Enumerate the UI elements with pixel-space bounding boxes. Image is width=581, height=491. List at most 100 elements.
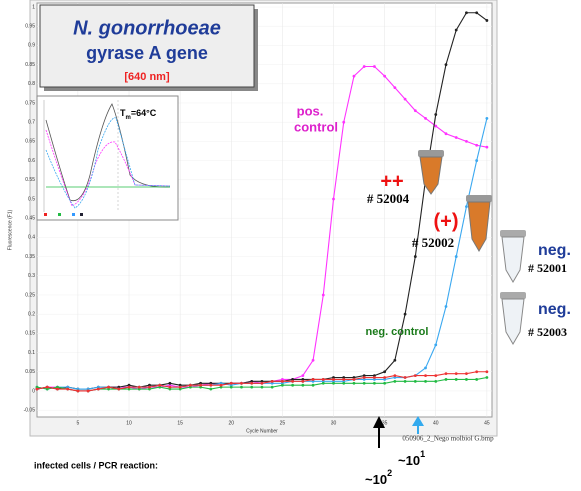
data-point	[332, 378, 335, 381]
data-point	[342, 382, 345, 385]
y-tick-label: 0.7	[28, 120, 35, 126]
data-point	[332, 382, 335, 385]
data-point	[189, 384, 192, 387]
data-point	[271, 380, 274, 383]
x-tick-label: 15	[177, 420, 183, 426]
data-point	[46, 386, 49, 389]
data-point	[455, 378, 458, 381]
data-point	[393, 359, 396, 362]
data-point	[445, 63, 448, 66]
data-point	[455, 29, 458, 32]
tube-cap	[500, 292, 526, 299]
sample-result: neg.	[538, 301, 571, 318]
data-point	[465, 378, 468, 381]
x-tick-label: 45	[484, 420, 490, 426]
x-tick-label: 30	[331, 420, 337, 426]
y-tick-label: 0.65	[25, 139, 35, 145]
data-point	[271, 386, 274, 389]
data-point	[424, 117, 427, 120]
data-point	[475, 370, 478, 373]
x-tick-label: 25	[280, 420, 286, 426]
data-point	[301, 374, 304, 377]
x-tick-label: 10	[126, 420, 132, 426]
x-tick-label: 40	[433, 420, 439, 426]
y-tick-label: 0.75	[25, 100, 35, 106]
y-tick-label: 0.05	[25, 369, 35, 375]
sample-id: # 52001	[528, 261, 567, 275]
data-point	[87, 390, 90, 393]
data-point	[393, 86, 396, 89]
data-point	[434, 113, 437, 116]
inset-marker	[44, 213, 47, 216]
x-tick-label: 5	[77, 420, 80, 426]
y-tick-label: 0.95	[25, 24, 35, 30]
data-point	[404, 313, 407, 316]
inset-marker	[80, 213, 83, 216]
data-point	[393, 374, 396, 377]
inset-box	[37, 96, 178, 220]
data-point	[465, 372, 468, 375]
neg-control-label: neg. control	[366, 326, 429, 338]
data-point	[138, 386, 141, 389]
subtitle: gyrase A gene	[86, 43, 208, 63]
data-point	[240, 382, 243, 385]
data-point	[373, 382, 376, 385]
data-point	[383, 382, 386, 385]
inset-marker	[72, 213, 75, 216]
data-point	[445, 305, 448, 308]
data-point	[117, 388, 120, 391]
data-point	[250, 382, 253, 385]
data-point	[475, 144, 478, 147]
data-point	[169, 382, 172, 385]
y-tick-label: 0.35	[25, 254, 35, 260]
data-point	[434, 380, 437, 383]
data-point	[363, 65, 366, 68]
data-point	[56, 388, 59, 391]
data-point	[485, 117, 488, 120]
cells-label: infected cells / PCR reaction:	[34, 460, 158, 470]
y-tick-label: 0	[32, 388, 35, 394]
data-point	[383, 75, 386, 78]
data-point	[455, 136, 458, 139]
data-point	[404, 98, 407, 101]
data-point	[281, 384, 284, 387]
y-tick-label: 0.4	[28, 235, 35, 241]
data-point	[240, 386, 243, 389]
data-point	[485, 19, 488, 22]
data-point	[209, 388, 212, 391]
data-point	[455, 372, 458, 375]
data-point	[404, 376, 407, 379]
data-point	[363, 382, 366, 385]
data-point	[475, 159, 478, 162]
data-point	[128, 386, 131, 389]
data-point	[322, 294, 325, 297]
y-tick-label: 0.3	[28, 273, 35, 279]
sample-id: # 52003	[528, 325, 567, 339]
y-tick-label: 1	[32, 4, 35, 10]
data-point	[322, 382, 325, 385]
tube-cap	[418, 150, 444, 157]
data-point	[414, 380, 417, 383]
data-point	[445, 132, 448, 135]
exp-base: ~10	[365, 472, 387, 487]
y-tick-label: 0.9	[28, 43, 35, 49]
data-point	[342, 378, 345, 381]
data-point	[301, 380, 304, 383]
data-point	[434, 374, 437, 377]
data-point	[424, 374, 427, 377]
page: -0.0500.050.10.150.20.250.30.350.40.450.…	[0, 0, 581, 491]
data-point	[445, 372, 448, 375]
tube-cap	[500, 230, 526, 237]
y-tick-label: -0.05	[24, 407, 36, 413]
x-axis-label: Cycle Number	[246, 428, 278, 434]
data-point	[97, 388, 100, 391]
data-point	[148, 386, 151, 389]
x-tick-label: 20	[228, 420, 234, 426]
y-tick-label: 0.85	[25, 62, 35, 68]
data-point	[261, 382, 264, 385]
tube-cap	[466, 195, 492, 202]
filename: 050906_2_Nego molbiol G.bmp	[402, 435, 494, 443]
y-tick-label: 0.2	[28, 311, 35, 317]
y-tick-label: 0.8	[28, 81, 35, 87]
sample-result: (+)	[434, 210, 459, 232]
